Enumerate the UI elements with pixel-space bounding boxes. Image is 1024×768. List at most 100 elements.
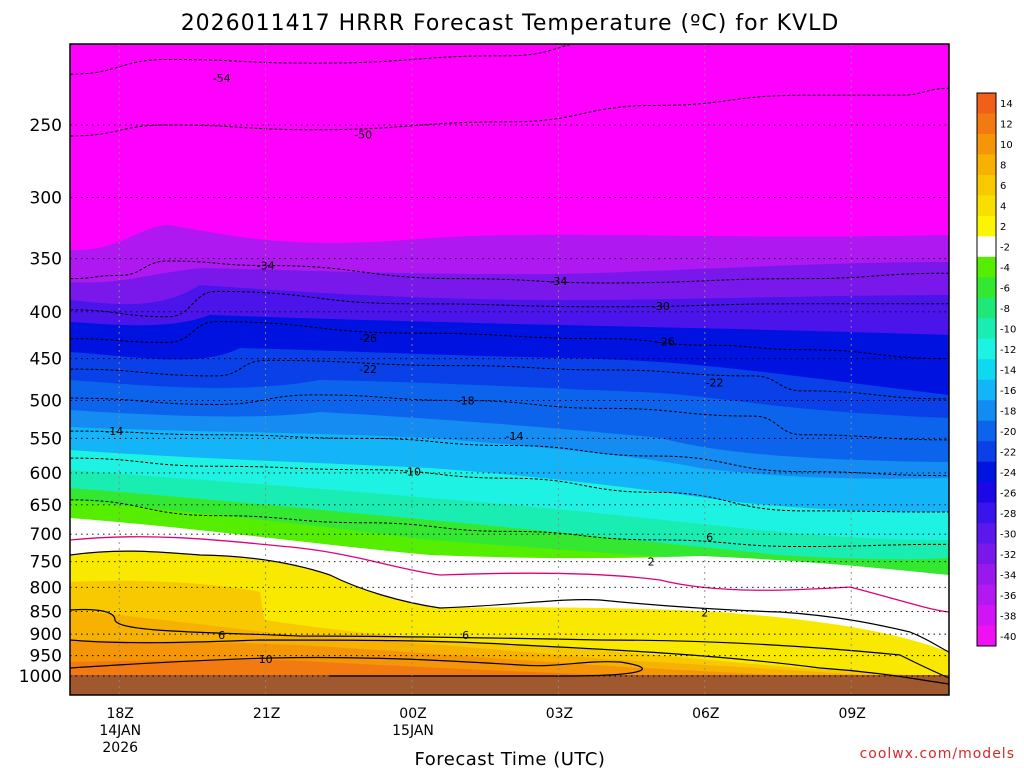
colorbar-label: -12: [1000, 345, 1016, 356]
colorbar-label: -38: [1000, 611, 1016, 622]
y-tick-label: 950: [30, 647, 62, 667]
colorbar-swatch: [977, 215, 996, 237]
isotherm-6c: [70, 639, 949, 685]
colorbar-swatch: [977, 195, 996, 217]
colorbar-label: -22: [1000, 447, 1016, 458]
contour-label: 6: [462, 629, 469, 642]
x-tick-year: 2026: [102, 740, 138, 756]
colorbar-label: 8: [1000, 161, 1006, 172]
x-axis-ticks: 18Z 14JAN 2026 21Z 00Z 15JAN 03Z 06Z 09Z: [99, 706, 866, 756]
y-tick-label: 850: [30, 602, 62, 622]
y-tick-label: 300: [30, 188, 62, 208]
contour-label: -50: [354, 128, 372, 141]
contour-label: -54: [213, 72, 231, 85]
colorbar-label: -8: [1000, 304, 1010, 315]
colorbar-swatch: [977, 584, 996, 606]
colorbar-label: -18: [1000, 406, 1016, 417]
isotherm-minus34: [70, 260, 949, 284]
contour-lines: [70, 44, 949, 548]
colorbar-label: -2: [1000, 243, 1010, 254]
colorbar-label: 4: [1000, 202, 1006, 213]
colorbar-swatch: [977, 564, 996, 586]
x-tick-label: 09Z: [838, 706, 865, 722]
colorbar-swatch: [977, 93, 996, 114]
colorbar-label: -26: [1000, 488, 1016, 499]
contour-label-group: -54 -50 -34 -34 -30 -26 -26 -22 -22 -18 …: [105, 72, 724, 666]
colorbar-swatch: [977, 379, 996, 401]
contour-label: 6: [218, 629, 225, 642]
contour-label: -14: [505, 430, 523, 443]
colorbar-swatch: [977, 461, 996, 483]
contour-label: -22: [706, 377, 724, 390]
contour-label: -26: [359, 332, 377, 345]
colorbar-label: -16: [1000, 386, 1016, 397]
contour-label: -18: [457, 395, 475, 408]
colorbar-swatch: [977, 133, 996, 155]
contour-label: -34: [549, 275, 567, 288]
plot-frame: [69, 43, 950, 696]
colorbar-swatch: [977, 502, 996, 524]
contour-label: -26: [657, 335, 675, 348]
y-tick-label: 1000: [19, 667, 62, 687]
colorbar-labels: 14 12 10 8 6 4 2 -2 -4 -6 -8 -10 -12 -14…: [1000, 99, 1016, 643]
colorbar-swatch: [977, 154, 996, 176]
isotherm-minus6: [70, 499, 949, 548]
below-ground-band: [70, 675, 949, 695]
y-tick-label: 700: [30, 525, 62, 545]
isotherm-minus30: [70, 290, 949, 318]
x-tick-label: 00Z: [399, 706, 426, 722]
colorbar-swatch: [977, 277, 996, 299]
contour-label: 6: [706, 531, 713, 544]
contour-label: -10: [403, 466, 421, 479]
y-axis-ticks: 250 300 350 400 450 500 550 600 650 700 …: [19, 116, 62, 687]
time-gridlines: [118, 44, 852, 695]
colorbar-swatch: [977, 359, 996, 381]
colorbar-swatch: [977, 113, 996, 135]
colorbar-swatch: [977, 338, 996, 360]
colorbar-label: -10: [1000, 325, 1016, 336]
colorbar-swatch: [977, 236, 996, 258]
chart-title: 2026011417 HRRR Forecast Temperature (ºC…: [181, 11, 840, 36]
colorbar-label: -20: [1000, 427, 1016, 438]
isotherm-minus18: [70, 394, 949, 441]
colorbar-label: 2: [1000, 222, 1006, 233]
y-tick-label: 500: [30, 392, 62, 412]
colorbar-swatch: [977, 318, 996, 340]
isotherm-minus10: [70, 457, 949, 513]
plot-area: [70, 44, 949, 695]
contour-label: 2: [648, 556, 655, 569]
colorbar-frame: [976, 92, 997, 647]
colorbar-swatch: [977, 605, 996, 627]
colorbar-swatch: [977, 420, 996, 442]
colorbar-swatches: [977, 93, 996, 647]
colorbar-label: -40: [1000, 632, 1016, 643]
x-tick-label: 21Z: [253, 706, 280, 722]
x-tick-label: 06Z: [692, 706, 719, 722]
colorbar-swatch: [977, 174, 996, 196]
isotherm-2c-solid: [70, 550, 949, 653]
isotherm-minus22: [70, 359, 949, 400]
contour-label: -34: [257, 259, 275, 272]
y-tick-label: 550: [30, 429, 62, 449]
colorbar-label: -30: [1000, 529, 1016, 540]
colorbar-label: -24: [1000, 468, 1016, 479]
colorbar-label: 6: [1000, 181, 1006, 192]
y-tick-label: 450: [30, 350, 62, 370]
source-credit: coolwx.com/models: [860, 746, 1015, 762]
colorbar-swatch: [977, 297, 996, 319]
colorbar-swatch: [977, 441, 996, 463]
colorbar-swatch: [977, 625, 996, 647]
colorbar-legend: 14 12 10 8 6 4 2 -2 -4 -6 -8 -10 -12 -14…: [976, 92, 1016, 647]
x-tick-date: 15JAN: [392, 723, 434, 739]
y-tick-label: 250: [30, 116, 62, 136]
y-tick-label: 350: [30, 250, 62, 270]
colorbar-swatch: [977, 256, 996, 278]
contour-label: -14: [105, 425, 123, 438]
zero-isotherm-line: [70, 536, 949, 613]
colorbar-label: 10: [1000, 140, 1013, 151]
x-tick-label: 03Z: [546, 706, 573, 722]
contour-label: 2: [701, 606, 708, 619]
isotherm-minus26: [70, 321, 949, 360]
colorbar-swatch: [977, 543, 996, 565]
colorbar-swatch: [977, 400, 996, 422]
